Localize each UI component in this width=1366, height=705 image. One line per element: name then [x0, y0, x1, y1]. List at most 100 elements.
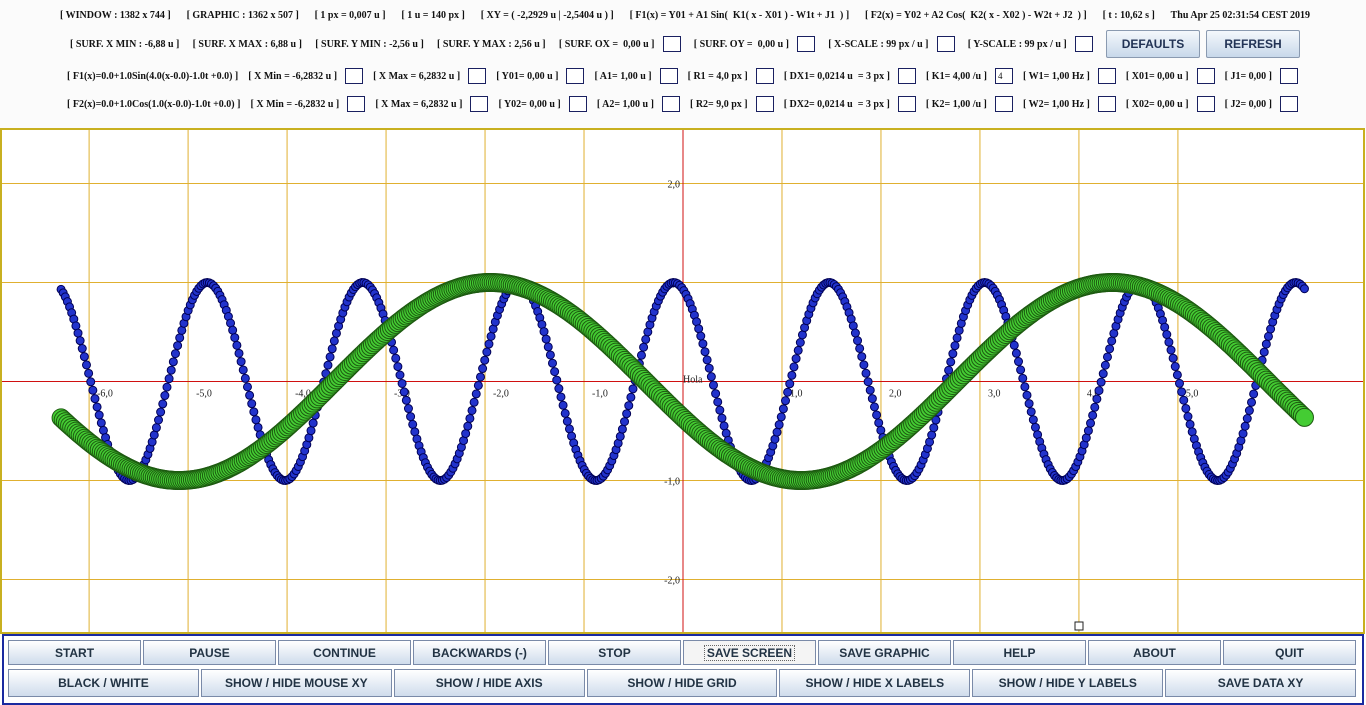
field: [ Y02= 0,00 u ] — [498, 96, 587, 112]
field-label: [ SURF. Y MAX : 2,56 u ] — [437, 38, 546, 50]
curve-point — [77, 344, 87, 354]
curve-point — [795, 338, 805, 348]
input-box[interactable] — [897, 96, 916, 112]
input-box[interactable] — [347, 96, 366, 112]
curve-point — [543, 342, 553, 352]
button[interactable]: HELP — [953, 640, 1086, 665]
input-box[interactable] — [1097, 68, 1116, 84]
x-tick-label: -6,0 — [97, 389, 113, 400]
input-box[interactable] — [1279, 68, 1298, 84]
input-box[interactable] — [1097, 96, 1116, 112]
curve-point — [306, 426, 316, 436]
input-box[interactable] — [1074, 36, 1093, 52]
curve-point — [84, 368, 94, 378]
input-box[interactable] — [661, 96, 680, 112]
field-label: [ W2= 1,00 Hz ] — [1022, 98, 1090, 110]
field: [ X-SCALE : 99 px / u ] — [828, 36, 955, 52]
button[interactable]: SHOW / HIDE Y LABELS — [972, 669, 1164, 697]
curve-point — [86, 377, 96, 387]
info-text: [ F1(x) = Y01 + A1 Sin( K1( x - X01 ) - … — [629, 9, 850, 21]
curve-point — [700, 347, 710, 357]
field-label: [ X-SCALE : 99 px / u ] — [828, 38, 929, 50]
curve-point — [397, 378, 407, 388]
button[interactable]: DEFAULTS — [1105, 30, 1200, 58]
origin-label: Hola — [683, 375, 703, 386]
button-label: SAVE GRAPHIC — [839, 645, 930, 660]
input-box[interactable] — [796, 36, 815, 52]
curve-point — [1299, 284, 1309, 294]
input-box[interactable]: 4 — [994, 68, 1013, 84]
curve-point — [158, 399, 168, 409]
curve-point — [164, 374, 174, 384]
x-tick-label: -4,0 — [295, 389, 311, 400]
field-label: [ X01= 0,00 u ] — [1125, 70, 1189, 82]
button[interactable]: SHOW / HIDE MOUSE XY — [200, 669, 392, 697]
x-tick-label: 5,0 — [1186, 389, 1199, 400]
curve-point — [149, 430, 159, 440]
button[interactable]: QUIT — [1223, 640, 1356, 665]
curve-point — [1083, 426, 1093, 436]
input-box[interactable] — [1279, 96, 1298, 112]
curve-point — [850, 328, 860, 338]
field: [ W2= 1,00 Hz ] — [1023, 96, 1116, 112]
field-label: [ SURF. X MIN : -6,88 u ] — [70, 38, 180, 50]
button-label: CONTINUE — [313, 645, 376, 660]
button[interactable]: SHOW / HIDE AXIS — [393, 669, 585, 697]
input-box[interactable] — [897, 68, 916, 84]
curve-point — [927, 430, 937, 440]
input-box[interactable] — [994, 96, 1013, 112]
curve-point — [162, 382, 172, 392]
button[interactable]: START — [8, 640, 141, 665]
input-box[interactable] — [936, 36, 955, 52]
curve-point — [475, 372, 485, 382]
curve-point — [641, 334, 651, 344]
input-box[interactable] — [659, 68, 678, 84]
field-label: [ A2= 1,00 u ] — [596, 98, 654, 110]
button-label: STOP — [598, 645, 631, 660]
curve-point — [624, 401, 634, 411]
info-text: [ t : 10,62 s ] — [1102, 9, 1155, 21]
x-tick-label: 4,0 — [1087, 389, 1100, 400]
curve-point — [1011, 348, 1021, 358]
input-box[interactable] — [755, 96, 774, 112]
curve-point — [81, 360, 91, 370]
input-box[interactable] — [662, 36, 681, 52]
curve-point — [253, 422, 263, 432]
curve-point — [1179, 395, 1189, 405]
input-box[interactable] — [566, 68, 585, 84]
button[interactable]: SAVE DATA XY — [1165, 669, 1357, 697]
curve-point — [793, 345, 803, 355]
button[interactable]: SAVE GRAPHIC — [818, 640, 951, 665]
curve-point — [783, 387, 793, 397]
field: [ X Max = 6,2832 u ] — [375, 96, 489, 112]
curve-point — [461, 429, 471, 439]
f2-row: [ F2(x)=0.0+1.0Cos(1.0(x-0.0)-1.0t +0.0)… — [67, 95, 1298, 113]
input-box[interactable] — [1196, 96, 1215, 112]
button-label: BACKWARDS (-) — [432, 645, 527, 660]
button[interactable]: REFRESH — [1205, 30, 1300, 58]
input-box[interactable] — [345, 68, 364, 84]
curve-point — [1098, 369, 1108, 379]
button[interactable]: SHOW / HIDE GRID — [586, 669, 778, 697]
curve-point — [1263, 331, 1273, 341]
x-tick-label: -1,0 — [592, 389, 608, 400]
input-box[interactable] — [755, 68, 774, 84]
button[interactable]: STOP — [548, 640, 681, 665]
button-row: START PAUSE CONTINUE BACKWARDS (-) STOP SAVE … — [8, 640, 1358, 665]
button[interactable]: PAUSE — [143, 640, 276, 665]
curve-point — [242, 382, 252, 392]
button-row: BLACK / WHITE SHOW / HIDE MOUSE XY SHOW / … — [8, 669, 1358, 697]
button[interactable]: SAVE SCREEN — [683, 640, 816, 665]
curve-point — [704, 363, 714, 373]
curve-point — [1030, 422, 1040, 432]
input-box[interactable] — [470, 96, 489, 112]
input-box[interactable] — [568, 96, 587, 112]
button[interactable]: CONTINUE — [278, 640, 411, 665]
button[interactable]: ABOUT — [1088, 640, 1221, 665]
button[interactable]: BLACK / WHITE — [8, 669, 199, 697]
curve-point — [698, 339, 708, 349]
button[interactable]: SHOW / HIDE X LABELS — [779, 669, 971, 697]
input-box[interactable] — [468, 68, 487, 84]
button[interactable]: BACKWARDS (-) — [413, 640, 546, 665]
input-box[interactable] — [1196, 68, 1215, 84]
